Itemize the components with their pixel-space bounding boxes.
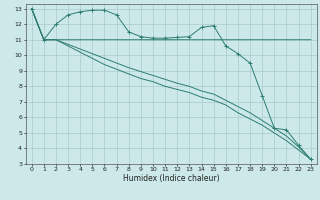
X-axis label: Humidex (Indice chaleur): Humidex (Indice chaleur) — [123, 174, 220, 183]
